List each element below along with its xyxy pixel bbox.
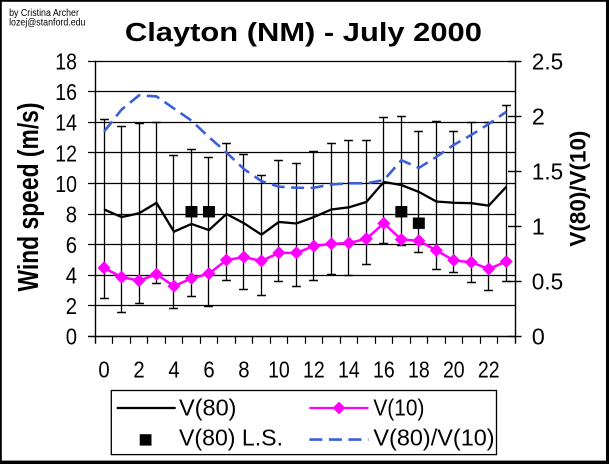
svg-text:16: 16 bbox=[55, 79, 77, 105]
svg-text:8: 8 bbox=[66, 201, 77, 227]
svg-text:6: 6 bbox=[66, 232, 77, 258]
svg-text:0: 0 bbox=[532, 324, 545, 350]
svg-text:2: 2 bbox=[532, 104, 545, 130]
svg-text:V(80): V(80) bbox=[179, 395, 237, 421]
svg-text:18: 18 bbox=[55, 49, 77, 75]
svg-text:16: 16 bbox=[373, 357, 395, 383]
svg-text:2: 2 bbox=[133, 357, 144, 383]
svg-text:8: 8 bbox=[238, 357, 249, 383]
svg-text:14: 14 bbox=[338, 357, 360, 383]
svg-text:1: 1 bbox=[532, 214, 545, 240]
svg-text:Clayton (NM) - July 2000: Clayton (NM) - July 2000 bbox=[125, 19, 482, 47]
svg-text:V(80)/V(10): V(80)/V(10) bbox=[373, 425, 494, 451]
svg-text:by Cristina Archer: by Cristina Archer bbox=[9, 8, 79, 19]
svg-text:Wind speed (m/s): Wind speed (m/s) bbox=[13, 103, 45, 292]
svg-text:V(10): V(10) bbox=[373, 395, 424, 421]
svg-text:0: 0 bbox=[66, 324, 77, 350]
svg-text:12: 12 bbox=[55, 140, 77, 166]
svg-text:lozej@stanford.edu: lozej@stanford.edu bbox=[9, 18, 85, 29]
svg-text:4: 4 bbox=[168, 357, 179, 383]
svg-text:6: 6 bbox=[203, 357, 214, 383]
svg-text:V(80) L.S.: V(80) L.S. bbox=[179, 425, 283, 451]
svg-text:10: 10 bbox=[268, 357, 290, 383]
svg-text:22: 22 bbox=[478, 357, 500, 383]
svg-text:4: 4 bbox=[66, 263, 77, 289]
svg-text:1.5: 1.5 bbox=[532, 159, 563, 185]
svg-text:2.5: 2.5 bbox=[532, 49, 563, 75]
svg-text:14: 14 bbox=[55, 110, 77, 136]
svg-text:12: 12 bbox=[303, 357, 325, 383]
svg-text:18: 18 bbox=[408, 357, 430, 383]
svg-text:V(80)/V(10): V(80)/V(10) bbox=[566, 131, 591, 247]
svg-text:0: 0 bbox=[98, 357, 109, 383]
svg-text:10: 10 bbox=[55, 171, 77, 197]
svg-text:0.5: 0.5 bbox=[532, 269, 563, 295]
svg-text:20: 20 bbox=[443, 357, 465, 383]
svg-text:2: 2 bbox=[66, 293, 77, 319]
